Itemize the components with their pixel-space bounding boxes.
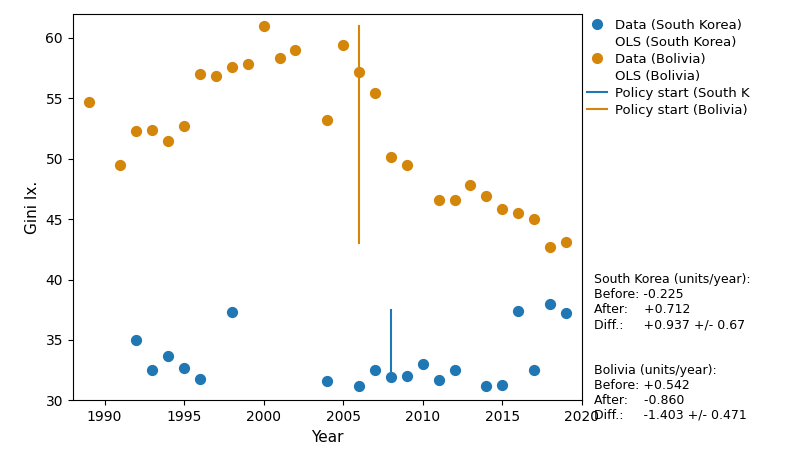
Point	[352, 68, 365, 75]
Point	[511, 209, 524, 217]
Point	[400, 373, 413, 380]
Point	[432, 376, 445, 384]
Point	[480, 192, 493, 200]
Point	[432, 196, 445, 203]
Point	[321, 116, 334, 124]
Y-axis label: Gini Ix.: Gini Ix.	[25, 180, 40, 234]
Point	[385, 154, 398, 161]
Point	[368, 367, 381, 374]
Point	[352, 382, 365, 389]
Point	[528, 367, 541, 374]
Point	[130, 336, 143, 344]
Point	[464, 182, 477, 189]
Point	[225, 63, 238, 71]
Text: South Korea (units/year):
Before: -0.225
After:    +0.712
Diff.:     +0.937 +/- : South Korea (units/year): Before: -0.225…	[594, 273, 751, 331]
Point	[194, 375, 207, 382]
Point	[145, 367, 158, 374]
Point	[544, 300, 557, 308]
Point	[496, 206, 509, 213]
Point	[178, 364, 191, 371]
Point	[368, 90, 381, 97]
Point	[385, 374, 398, 381]
Point	[178, 122, 191, 130]
Point	[145, 126, 158, 133]
Point	[496, 381, 509, 388]
Point	[194, 71, 207, 78]
Point	[480, 382, 493, 389]
Point	[416, 360, 429, 368]
Point	[162, 352, 175, 359]
Point	[225, 308, 238, 316]
Point	[289, 46, 302, 54]
Point	[273, 55, 286, 62]
Point	[82, 98, 95, 106]
Legend: Data (South Korea), OLS (South Korea), Data (Bolivia), OLS (Bolivia), Policy sta: Data (South Korea), OLS (South Korea), D…	[582, 14, 755, 122]
Point	[544, 243, 557, 251]
Point	[559, 238, 572, 246]
Point	[209, 73, 222, 80]
Point	[448, 367, 461, 374]
Point	[257, 22, 270, 30]
Point	[559, 310, 572, 317]
Point	[321, 377, 334, 384]
Point	[448, 196, 461, 203]
Point	[162, 137, 175, 144]
Point	[242, 61, 255, 68]
Point	[337, 41, 350, 49]
Point	[130, 127, 143, 135]
Text: Bolivia (units/year):
Before: +0.542
After:    -0.860
Diff.:     -1.403 +/- 0.47: Bolivia (units/year): Before: +0.542 Aft…	[594, 364, 747, 422]
Point	[511, 307, 524, 314]
Point	[528, 216, 541, 223]
Point	[114, 161, 127, 168]
Point	[400, 161, 413, 168]
X-axis label: Year: Year	[311, 430, 343, 445]
